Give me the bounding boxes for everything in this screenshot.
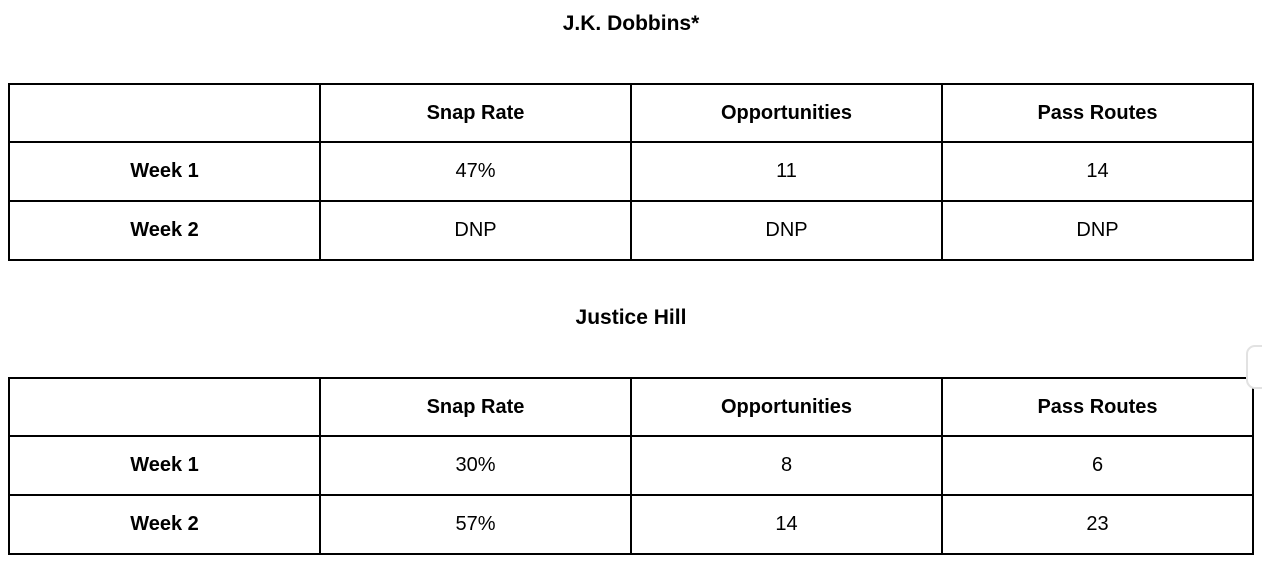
- data-cell-pass-routes: 14: [941, 141, 1254, 202]
- dobbins-stats-table: Snap Rate Opportunities Pass Routes Week…: [8, 83, 1254, 261]
- column-header-blank: [8, 377, 321, 437]
- data-cell-opportunities: 14: [630, 494, 943, 555]
- table-title-justice-hill: Justice Hill: [575, 306, 687, 329]
- header-row: Snap Rate Opportunities Pass Routes: [8, 377, 1254, 437]
- data-cell-snap-rate: DNP: [319, 200, 632, 261]
- data-cell-pass-routes: 23: [941, 494, 1254, 555]
- table-row: Week 2 57% 14 23: [8, 494, 1254, 555]
- scrollbar-fragment[interactable]: [1246, 345, 1262, 389]
- data-cell-pass-routes: 6: [941, 435, 1254, 496]
- table-row: Week 2 DNP DNP DNP: [8, 200, 1254, 261]
- data-cell-snap-rate: 57%: [319, 494, 632, 555]
- row-label-week2: Week 2: [8, 200, 321, 261]
- row-label-week1: Week 1: [8, 435, 321, 496]
- column-header-pass-routes: Pass Routes: [941, 377, 1254, 437]
- data-cell-snap-rate: 47%: [319, 141, 632, 202]
- data-cell-opportunities: DNP: [630, 200, 943, 261]
- header-row: Snap Rate Opportunities Pass Routes: [8, 83, 1254, 143]
- column-header-opportunities: Opportunities: [630, 377, 943, 437]
- row-label-week2: Week 2: [8, 494, 321, 555]
- column-header-opportunities: Opportunities: [630, 83, 943, 143]
- table-row: Week 1 30% 8 6: [8, 435, 1254, 496]
- data-cell-pass-routes: DNP: [941, 200, 1254, 261]
- data-cell-snap-rate: 30%: [319, 435, 632, 496]
- column-header-blank: [8, 83, 321, 143]
- row-label-week1: Week 1: [8, 141, 321, 202]
- table-row: Week 1 47% 11 14: [8, 141, 1254, 202]
- column-header-snap-rate: Snap Rate: [319, 377, 632, 437]
- data-cell-opportunities: 11: [630, 141, 943, 202]
- data-cell-opportunities: 8: [630, 435, 943, 496]
- table-title-dobbins: J.K. Dobbins*: [562, 12, 700, 35]
- column-header-pass-routes: Pass Routes: [941, 83, 1254, 143]
- justice-hill-stats-table: Snap Rate Opportunities Pass Routes Week…: [8, 377, 1254, 555]
- column-header-snap-rate: Snap Rate: [319, 83, 632, 143]
